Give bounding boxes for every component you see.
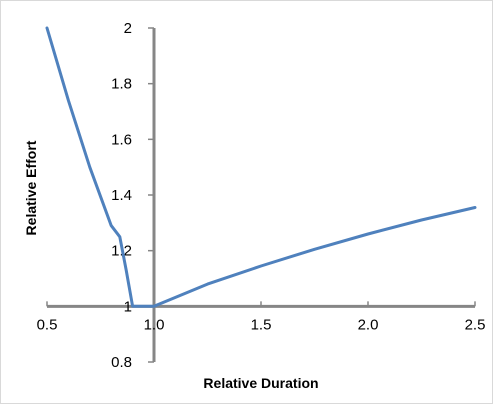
x-tick-labels: 0.5 1.0 1.5 2.0 2.5	[37, 316, 486, 333]
x-tick-label: 1.5	[251, 316, 272, 333]
x-axis-title: Relative Duration	[203, 375, 318, 391]
series-line	[45, 26, 477, 308]
y-axis-title: Relative Effort	[23, 140, 39, 235]
y-tick-label: 1.4	[111, 187, 132, 204]
y-tick-label: 0.8	[111, 354, 132, 371]
y-tick-label: 1.6	[111, 131, 132, 148]
x-tick-label: 2.5	[465, 316, 486, 333]
x-tick-label: 1.0	[144, 316, 165, 333]
x-tick-label: 2.0	[358, 316, 379, 333]
y-tick-label: 1.8	[111, 76, 132, 93]
y-tick-labels: 0.8 1 1.2 1.4 1.6 1.8 2	[111, 20, 132, 371]
y-tick-label: 2	[124, 20, 132, 37]
x-tick-label: 0.5	[37, 316, 58, 333]
y-tick-label: 1	[124, 298, 132, 315]
